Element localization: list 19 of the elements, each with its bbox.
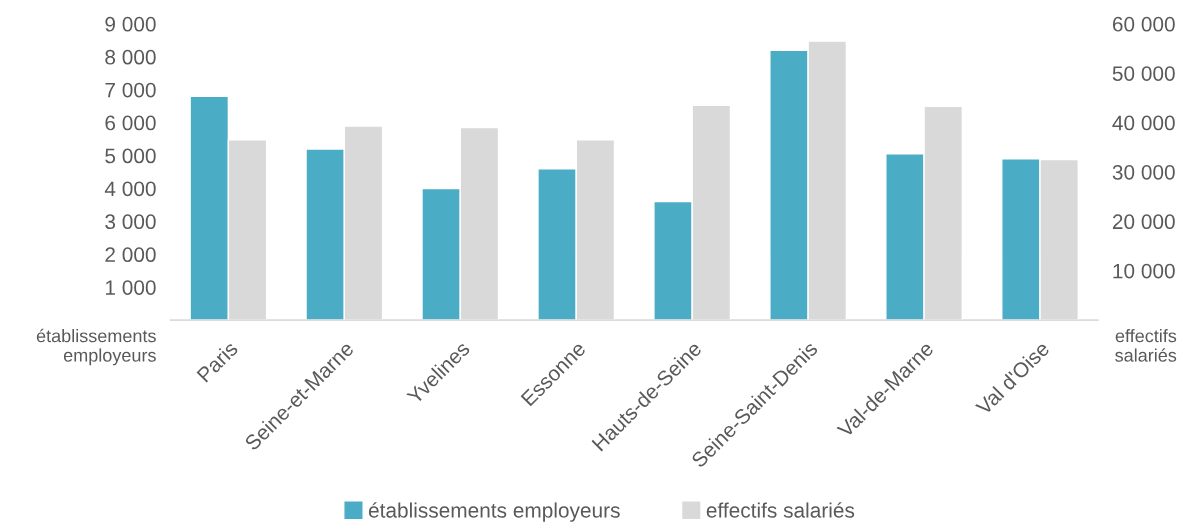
y-tick-label: 3 000: [105, 214, 156, 230]
y-tick-label: 4 000: [104, 181, 156, 197]
y-tick-label: 5 000: [105, 148, 156, 164]
y2-axis-title: effectifs salariés: [1115, 329, 1177, 362]
y2-tick-label: 30 000: [1112, 164, 1175, 180]
y-tick-label: 8 000: [105, 49, 156, 65]
y-tick-label: 1 000: [105, 280, 156, 295]
y2-tick-label: 50 000: [1112, 66, 1175, 81]
y2-tick-label: 10 000: [1113, 263, 1175, 279]
y-tick-label: 2 000: [105, 247, 156, 263]
y-tick-label: 9 000: [105, 16, 156, 32]
legend-label: établissements employeurs: [368, 502, 620, 522]
y2-tick-label: 20 000: [1112, 214, 1175, 230]
y-axis-title: établissements employeurs: [36, 328, 156, 366]
y-tick-label: 7 000: [105, 82, 156, 98]
y-tick-label: 6 000: [105, 115, 156, 131]
y2-tick-label: 40 000: [1112, 115, 1175, 131]
y2-tick-label: 60 000: [1112, 16, 1175, 32]
legend-label: effectifs salariés: [706, 502, 855, 518]
